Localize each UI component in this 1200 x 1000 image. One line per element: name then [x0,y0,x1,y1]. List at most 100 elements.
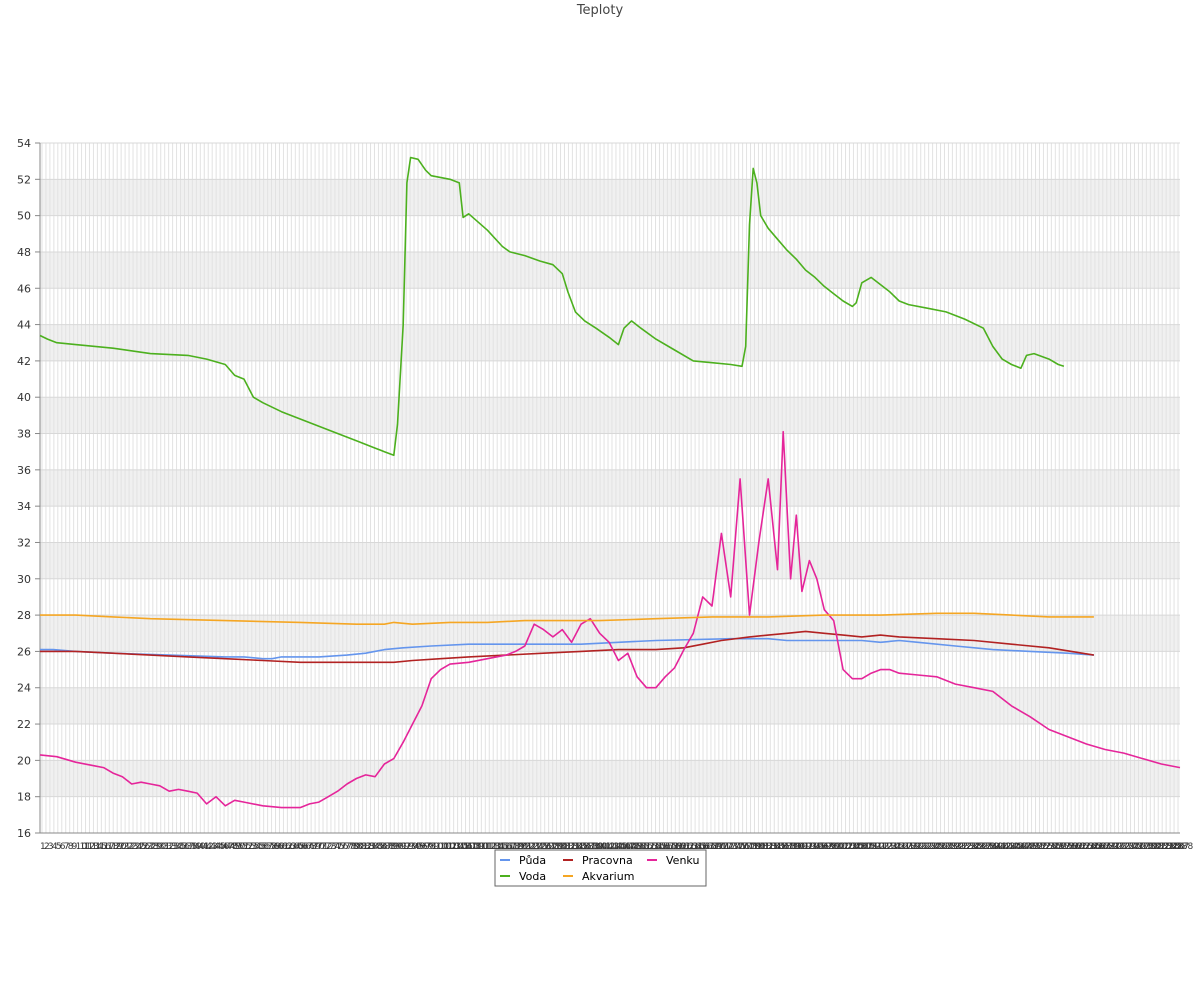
x-tick-label: 146 [614,842,631,852]
x-tick-label: 40 [194,842,206,852]
y-tick-label: 40 [17,391,31,404]
y-tick-label: 28 [17,609,31,622]
x-tick-label: 216 [891,842,908,852]
x-tick-label: 130 [551,842,568,852]
x-tick-label: 254 [1041,842,1058,852]
x-tick-label: 20 [115,842,127,852]
x-tick-label: 217 [895,842,912,852]
x-tick-label: 161 [673,842,690,852]
x-tick-label: 80 [353,842,365,852]
x-tick-label: 184 [764,842,781,852]
x-tick-label: 187 [776,842,793,852]
x-tick-label: 197 [816,842,833,852]
x-tick-label: 225 [927,842,944,852]
x-tick-label: 234 [962,842,979,852]
x-tick-label: 196 [812,842,829,852]
x-tick-label: 287 [1172,842,1189,852]
x-tick-label: 186 [772,842,789,852]
chart-title: Teploty [576,3,624,18]
x-tick-label: 182 [756,842,773,852]
x-tick-label: 252 [1034,842,1051,852]
x-tick-label: 6 [60,842,66,852]
x-tick-label: 176 [733,842,750,852]
x-tick-label: 280 [1144,842,1161,852]
x-tick-label: 30 [155,842,167,852]
x-tick-label: 272 [1113,842,1130,852]
x-tick-label: 8 [68,842,74,852]
plot-bands [40,179,1180,797]
x-tick-label: 142 [598,842,615,852]
x-tick-label: 178 [741,842,758,852]
x-tick-label: 235 [966,842,983,852]
x-tick-label: 181 [752,842,769,852]
x-tick-label: 53 [246,842,257,852]
x-tick-label: 34 [171,842,183,852]
x-tick-label: 265 [1085,842,1102,852]
x-tick-label: 147 [618,842,635,852]
x-tick-label: 283 [1156,842,1173,852]
x-tick-label: 257 [1053,842,1070,852]
legend-label: Voda [519,870,546,883]
x-tick-label: 127 [539,842,556,852]
x-tick-label: 82 [361,842,372,852]
y-tick-label: 46 [17,282,31,295]
x-tick-label: 267 [1093,842,1110,852]
x-tick-label: 255 [1045,842,1062,852]
x-tick-label: 214 [883,842,900,852]
x-tick-label: 162 [677,842,694,852]
x-tick-label: 246 [1010,842,1027,852]
y-tick-label: 54 [17,137,31,150]
x-tick-label: 58 [266,842,278,852]
x-tick-label: 177 [737,842,754,852]
x-tick-label: 118 [503,842,520,852]
x-tick-label: 41 [198,842,209,852]
y-tick-label: 18 [17,791,31,804]
x-tick-label: 99 [428,842,440,852]
x-tick-label: 28 [147,842,159,852]
x-tick-label: 227 [935,842,952,852]
x-tick-label: 260 [1065,842,1082,852]
x-tick-label: 25 [135,842,146,852]
x-tick-label: 110 [471,842,488,852]
x-tick-label: 61 [277,842,288,852]
x-tick-label: 65 [293,842,304,852]
x-tick-label: 125 [531,842,548,852]
x-tick-label: 249 [1022,842,1039,852]
x-tick-label: 264 [1081,842,1098,852]
series-lines [39,156,1181,809]
x-tick-label: 3 [48,842,54,852]
x-tick-label: 79 [349,842,361,852]
x-tick-label: 114 [487,842,504,852]
x-tick-label: 101 [436,842,453,852]
x-tick-label: 2 [44,842,50,852]
x-tick-label: 240 [986,842,1003,852]
x-tick-label: 248 [1018,842,1035,852]
x-tick-label: 222 [915,842,932,852]
x-tick-label: 231 [950,842,967,852]
x-tick-label: 97 [420,842,431,852]
x-tick-label: 115 [491,842,508,852]
y-tick-label: 16 [17,827,31,840]
legend-label: Akvarium [582,870,634,883]
x-tick-label: 72 [321,842,332,852]
x-tick-label: 144 [606,842,623,852]
x-tick-label: 108 [464,842,481,852]
x-tick-label: 117 [499,842,516,852]
x-tick-label: 70 [313,842,325,852]
x-tick-label: 233 [958,842,975,852]
x-tick-label: 228 [939,842,956,852]
x-tick-label: 104 [448,842,465,852]
vertical-gridlines [41,143,1179,833]
x-tick-label: 122 [519,842,536,852]
x-tick-label: 269 [1101,842,1118,852]
x-tick-label: 134 [566,842,583,852]
y-tick-label: 36 [17,464,31,477]
x-tick-label: 129 [547,842,564,852]
x-tick-label: 85 [372,842,383,852]
x-tick-label: 135 [570,842,587,852]
x-tick-label: 232 [954,842,971,852]
x-tick-label: 247 [1014,842,1031,852]
y-tick-label: 26 [17,645,31,658]
x-tick-label: 57 [262,842,273,852]
x-tick-label: 74 [329,842,341,852]
